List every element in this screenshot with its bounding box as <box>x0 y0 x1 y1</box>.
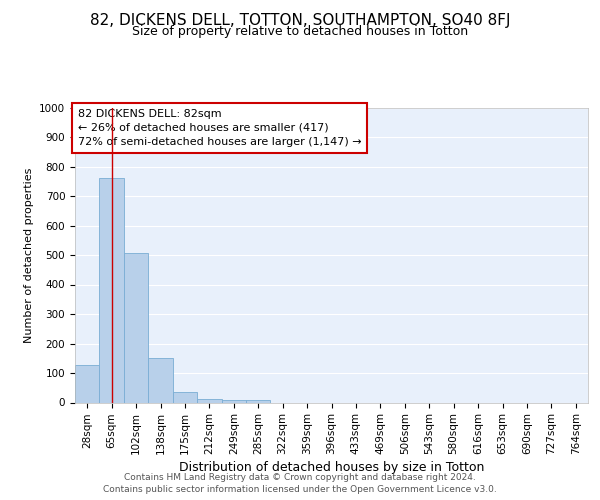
Text: 82, DICKENS DELL, TOTTON, SOUTHAMPTON, SO40 8FJ: 82, DICKENS DELL, TOTTON, SOUTHAMPTON, S… <box>90 12 510 28</box>
Bar <box>221 400 246 402</box>
Bar <box>148 358 173 403</box>
Text: Contains public sector information licensed under the Open Government Licence v3: Contains public sector information licen… <box>103 485 497 494</box>
Bar <box>246 400 271 402</box>
X-axis label: Distribution of detached houses by size in Totton: Distribution of detached houses by size … <box>179 462 484 474</box>
Text: Size of property relative to detached houses in Totton: Size of property relative to detached ho… <box>132 25 468 38</box>
Text: Contains HM Land Registry data © Crown copyright and database right 2024.: Contains HM Land Registry data © Crown c… <box>124 472 476 482</box>
Bar <box>100 178 124 402</box>
Bar <box>173 392 197 402</box>
Y-axis label: Number of detached properties: Number of detached properties <box>23 168 34 342</box>
Bar <box>124 253 148 402</box>
Bar <box>75 364 100 403</box>
Text: 82 DICKENS DELL: 82sqm
← 26% of detached houses are smaller (417)
72% of semi-de: 82 DICKENS DELL: 82sqm ← 26% of detached… <box>77 109 361 147</box>
Bar <box>197 398 221 402</box>
